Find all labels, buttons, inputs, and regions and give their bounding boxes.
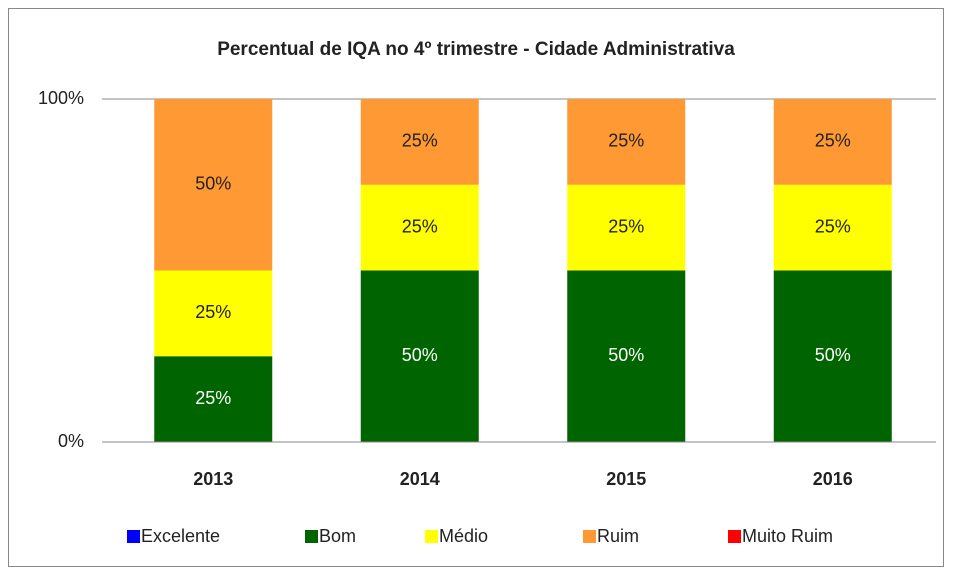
legend-swatch — [127, 530, 140, 543]
chart-title: Percentual de IQA no 4º trimestre - Cida… — [217, 39, 735, 60]
data-label: 25% — [402, 131, 438, 151]
data-label: 25% — [195, 388, 231, 408]
legend-label: Ruim — [597, 526, 639, 546]
bar-segment — [773, 270, 892, 442]
legend-label: Bom — [319, 526, 356, 546]
data-label: 50% — [608, 345, 644, 365]
data-label: 25% — [402, 216, 438, 236]
legend-swatch — [305, 530, 318, 543]
bar-segment — [567, 184, 686, 271]
bar-segment — [154, 356, 273, 442]
data-label: 50% — [402, 345, 438, 365]
legend-swatch — [425, 530, 438, 543]
data-label: 50% — [815, 345, 851, 365]
bar-segment — [154, 99, 273, 271]
legend-swatch — [728, 530, 741, 543]
x-tick-label: 2016 — [813, 469, 853, 489]
x-tick-label: 2013 — [193, 469, 233, 489]
bar-segment — [567, 270, 686, 442]
legend-label: Excelente — [141, 526, 220, 546]
bar-segment — [360, 99, 479, 185]
data-label: 25% — [608, 216, 644, 236]
y-tick-label: 0% — [58, 431, 84, 451]
data-label: 25% — [815, 131, 851, 151]
data-label: 25% — [195, 302, 231, 322]
bar-segment — [154, 270, 273, 357]
data-label: 50% — [195, 174, 231, 194]
legend-swatch — [583, 530, 596, 543]
data-label: 25% — [815, 216, 851, 236]
x-tick-label: 2015 — [606, 469, 646, 489]
x-tick-label: 2014 — [400, 469, 440, 489]
legend-label: Médio — [439, 526, 488, 546]
data-label: 25% — [608, 131, 644, 151]
bar-segment — [773, 184, 892, 271]
bar-segment — [773, 99, 892, 185]
y-tick-label: 100% — [38, 88, 84, 108]
bar-segment — [360, 270, 479, 442]
bar-segment — [567, 99, 686, 185]
legend-label: Muito Ruim — [742, 526, 833, 546]
bar-segment — [360, 184, 479, 271]
